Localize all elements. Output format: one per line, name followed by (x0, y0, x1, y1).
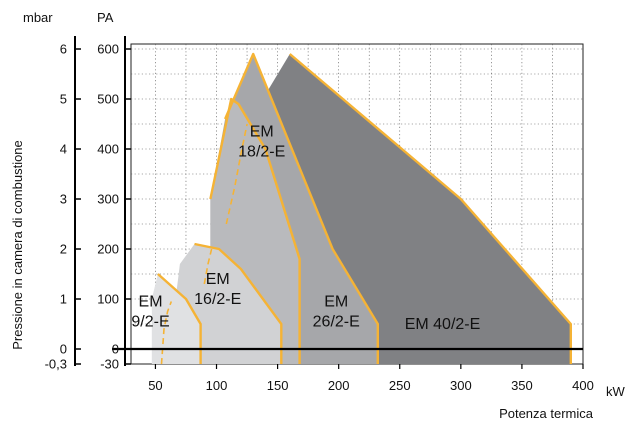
region-dashed-5 (160, 301, 173, 365)
x-tick-label: 400 (572, 378, 594, 393)
region-label-line: 9/2-E (131, 314, 169, 331)
region-dashed-3 (225, 123, 248, 225)
pa-tick-label: 400 (97, 142, 119, 157)
pa-tick-label: 600 (97, 42, 119, 57)
x-tick-label: 150 (267, 378, 289, 393)
x-tick-label: 350 (511, 378, 533, 393)
mbar-tick-label: 5 (60, 92, 67, 107)
mbar-tick-label: 6 (60, 42, 67, 57)
mbar-tick-label: 0 (60, 342, 67, 357)
region-outline-4 (194, 242, 283, 364)
region-dashed-4 (203, 248, 213, 285)
region-outline-1 (289, 53, 572, 364)
pa-tick-label: 100 (97, 292, 119, 307)
region-label-2: EM 26/2-E (313, 294, 360, 331)
pa-tick-label: 300 (97, 192, 119, 207)
x-tick-label: 100 (206, 378, 228, 393)
pa-tick-label: 0 (112, 342, 119, 357)
region-label-line: 26/2-E (313, 314, 360, 331)
mbar-tick-label: 3 (60, 192, 67, 207)
pa-tick-label: 500 (97, 92, 119, 107)
x-axis-title: Potenza termica (499, 406, 594, 421)
region-label-line: EM (250, 124, 274, 141)
region-label-line: 16/2-E (194, 291, 241, 308)
mbar-tick-label: 1 (60, 292, 67, 307)
region-labels: EM 40/2-E EM 26/2-E EM 18/2-E EM 16/2-E EM 9/2-E (131, 124, 480, 334)
regions (151, 54, 571, 364)
x-tick-label: 200 (328, 378, 350, 393)
region-outline-3 (209, 97, 301, 364)
mbar-tick-label: -0,3 (45, 357, 67, 372)
region-label-4: EM 16/2-E (194, 271, 241, 308)
mbar-tick-label: 4 (60, 142, 67, 157)
x-tick-label: 50 (148, 378, 162, 393)
region-label-5: EM 9/2-E (131, 294, 169, 331)
pa-tick-label: -30 (100, 357, 119, 372)
region-outline-2 (223, 52, 379, 364)
region-outline-5 (157, 273, 202, 364)
y-unit-right: PA (97, 10, 114, 25)
region-outlines (157, 52, 572, 365)
y-axis-title: Pressione in camera di combustione (10, 140, 25, 350)
pa-tick-label: 200 (97, 242, 119, 257)
x-tick-label: 250 (389, 378, 411, 393)
region-label-1: EM 40/2-E (405, 316, 481, 333)
region-label-line: EM 40/2-E (405, 316, 481, 333)
region-label-line: EM (324, 294, 348, 311)
region-5 (151, 274, 201, 364)
region-label-line: EM (139, 294, 163, 311)
mbar-tick-label: 2 (60, 242, 67, 257)
x-unit: kW (606, 384, 626, 399)
region-label-3: EM 18/2-E (238, 124, 285, 161)
region-label-line: EM (206, 271, 230, 288)
x-tick-label: 300 (450, 378, 472, 393)
y-unit-left: mbar (23, 10, 53, 25)
region-label-line: 18/2-E (238, 144, 285, 161)
